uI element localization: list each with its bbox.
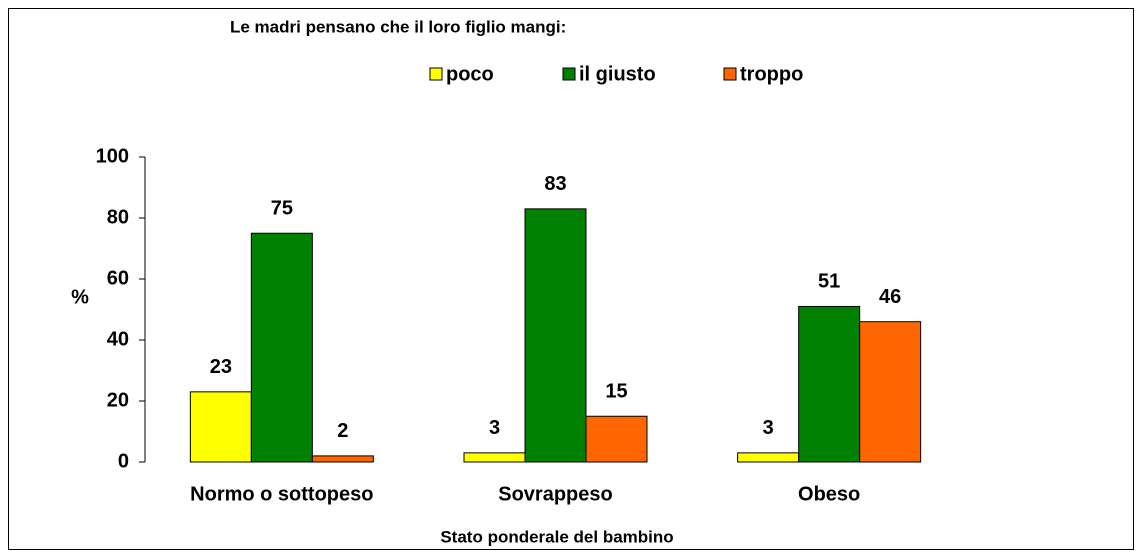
x-axis-label: Stato ponderale del bambino [440,527,673,546]
bar [798,305,861,463]
bar [859,321,922,463]
bar [585,415,648,463]
bar [250,232,313,463]
x-tick-label: Sovrappeso [498,483,612,505]
data-label: 2 [337,420,348,442]
bar [524,208,587,463]
x-tick-label: Normo o sottopeso [190,483,373,505]
legend-label: il giusto [579,63,656,85]
data-label: 15 [605,381,627,403]
y-tick-label: 60 [107,267,129,289]
legend-swatch [429,67,443,81]
x-tick-label: Obeso [798,483,860,505]
y-tick-label: 0 [118,450,129,472]
bar [737,452,800,463]
data-label: 51 [818,271,840,293]
y-tick-label: 80 [107,206,129,228]
legend-label: troppo [740,63,803,85]
data-label: 3 [763,417,774,439]
data-label: 83 [544,173,566,195]
y-tick-label: 100 [96,145,129,167]
bar [463,452,526,463]
y-axis-label: % [71,286,89,308]
data-label: 23 [210,356,232,378]
data-label: 3 [489,417,500,439]
legend-swatch [562,67,576,81]
chart-title: Le madri pensano che il loro figlio mang… [230,17,566,36]
legend-swatch [723,67,737,81]
bar [189,391,252,463]
bar [311,455,374,463]
y-tick-label: 40 [107,328,129,350]
legend-label: poco [446,63,494,85]
data-label: 46 [879,286,901,308]
data-label: 75 [271,198,293,220]
y-tick-label: 20 [107,389,129,411]
